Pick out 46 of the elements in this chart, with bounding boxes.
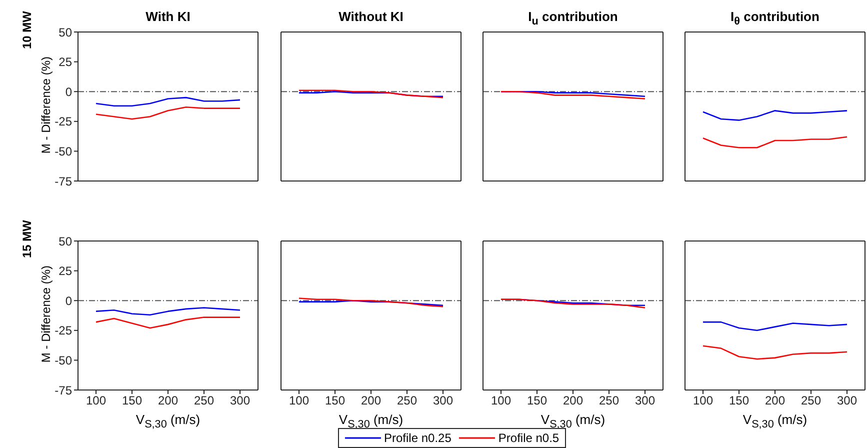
y-tick-label: 50 [58, 25, 72, 40]
x-tick-label: 200 [764, 394, 786, 408]
x-axis-title: V$_{S,30}$ (m/s) [540, 412, 606, 431]
x-tick-label: 100 [288, 394, 310, 408]
y-tick-label: 0 [65, 84, 72, 99]
x-tick-label: 250 [800, 394, 822, 408]
x-tick-label: 150 [728, 394, 750, 408]
x-tick-label: 200 [360, 394, 382, 408]
y-axis-title: M - Difference (%) [39, 264, 53, 365]
y-tick-label: 25 [58, 55, 72, 70]
x-tick-label: 300 [634, 394, 656, 408]
y-tick-label: 25 [58, 264, 72, 278]
y-tick-label: -25 [54, 324, 72, 338]
x-tick-label: 300 [230, 394, 250, 408]
legend-label: Profile n0.5 [498, 431, 560, 445]
x-tick-label: 100 [490, 394, 512, 408]
legend-label: Profile n0.25 [384, 431, 452, 445]
x-tick-label: 250 [194, 394, 214, 408]
x-axis-title: V$_{S,30}$ (m/s) [134, 412, 202, 431]
x-tick-label: 200 [158, 394, 178, 408]
x-axis-title: V$_{S,30}$ (m/s) [742, 412, 808, 431]
y-axis-title: M - Difference (%) [39, 55, 53, 156]
x-tick-label: 150 [324, 394, 346, 408]
x-tick-label: 250 [396, 394, 418, 408]
chart-title: I$_{θ}$ contribution [730, 9, 820, 28]
x-tick-label: 300 [836, 394, 858, 408]
text: 15 MW [20, 219, 34, 260]
x-tick-label: 250 [598, 394, 620, 408]
y-tick-label: -75 [54, 174, 72, 188]
chart-title: I$_{u}$ contribution [527, 9, 619, 28]
x-axis-title: V$_{S,30}$ (m/s) [338, 412, 404, 431]
chart-title: With KI [144, 9, 192, 24]
y-tick-label: -50 [54, 353, 72, 368]
y-tick-label: -75 [54, 383, 72, 398]
x-tick-label: 150 [122, 394, 142, 408]
y-tick-label: -25 [54, 114, 72, 129]
x-tick-label: 300 [432, 394, 454, 408]
chart-title: Without KI [338, 9, 404, 24]
x-tick-label: 150 [526, 394, 548, 408]
y-tick-label: -50 [54, 144, 72, 158]
x-tick-label: 100 [692, 394, 714, 408]
y-tick-label: 50 [58, 234, 72, 248]
y-tick-label: 0 [65, 294, 72, 308]
text: 10 MW [20, 10, 34, 52]
x-tick-label: 100 [86, 394, 106, 408]
x-tick-label: 200 [562, 394, 584, 408]
